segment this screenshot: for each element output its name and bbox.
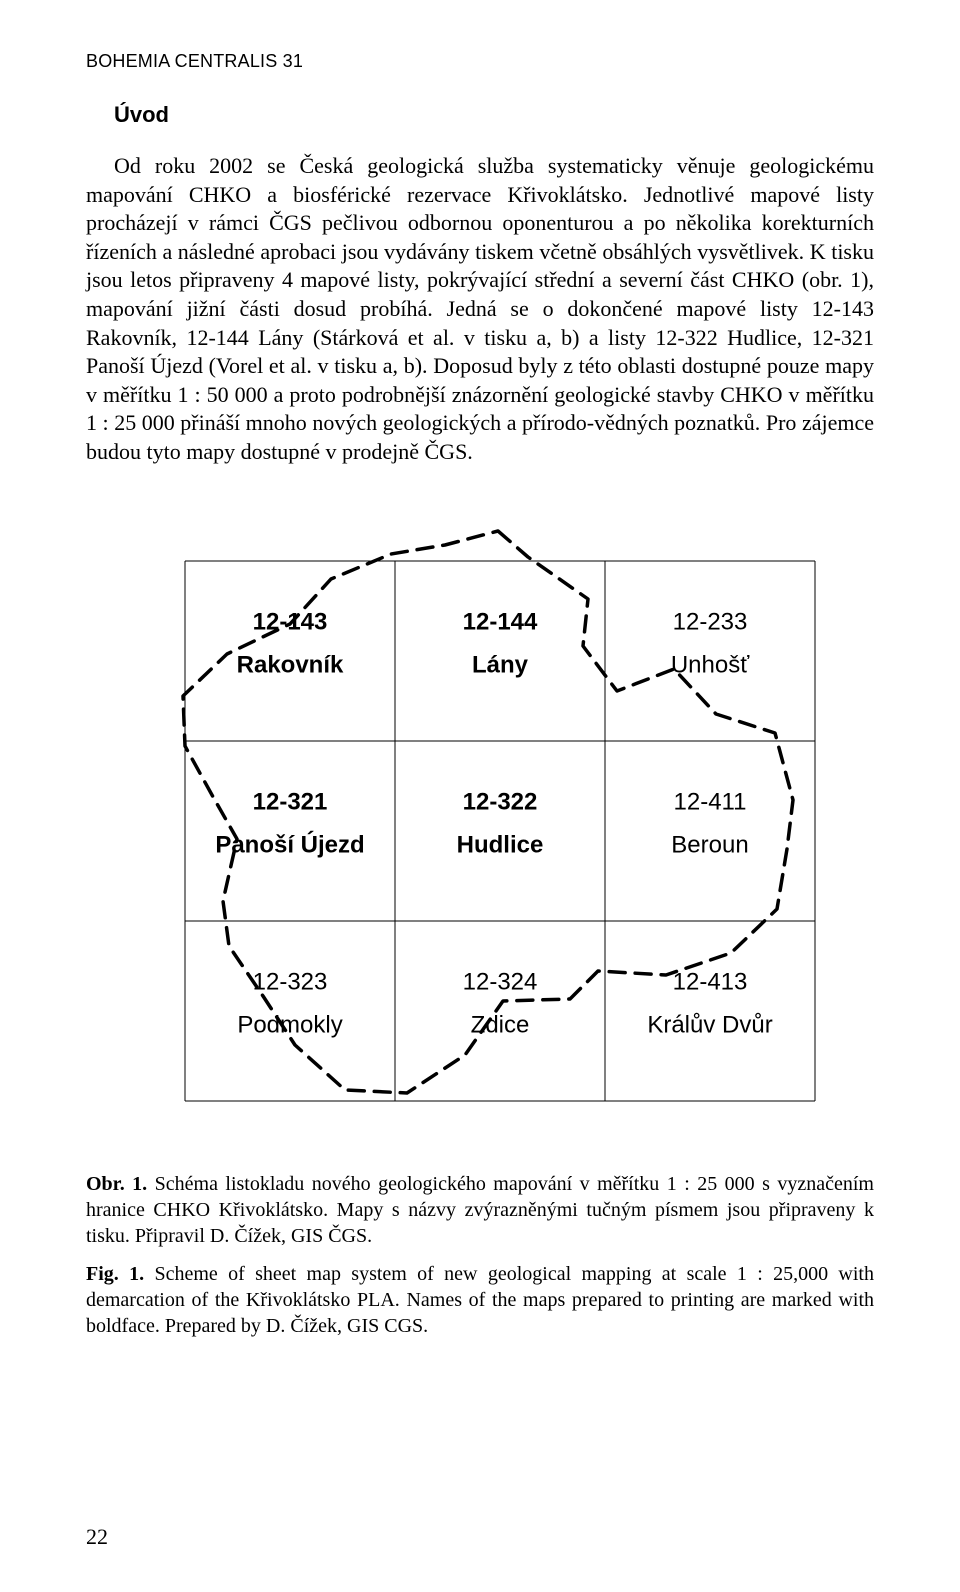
- sheet-name: Unhošť: [671, 651, 750, 678]
- sheet-name: Zdice: [471, 1011, 530, 1038]
- sheet-name: Králův Dvůr: [647, 1011, 772, 1038]
- sheet-code: 12-322: [463, 788, 538, 815]
- caption-czech-lead: Obr. 1.: [86, 1173, 147, 1195]
- sheet-name: Rakovník: [237, 651, 344, 678]
- sheet-name: Hudlice: [457, 831, 544, 858]
- caption-english-text: Scheme of sheet map system of new geolog…: [86, 1263, 874, 1337]
- running-head: BOHEMIA CENTRALIS 31: [86, 50, 874, 73]
- sheet-name: Beroun: [671, 831, 748, 858]
- caption-czech: Obr. 1. Schéma listokladu nového geologi…: [86, 1171, 874, 1249]
- sheet-code: 12-411: [674, 788, 747, 815]
- sheet-code: 12-321: [253, 788, 328, 815]
- sheet-code: 12-413: [673, 968, 748, 995]
- caption-english: Fig. 1. Scheme of sheet map system of ne…: [86, 1261, 874, 1339]
- sheet-code: 12-324: [463, 968, 538, 995]
- page-number: 22: [86, 1523, 108, 1552]
- sheet-name: Lány: [472, 651, 529, 678]
- sheet-code: 12-323: [253, 968, 328, 995]
- caption-english-lead: Fig. 1.: [86, 1263, 144, 1285]
- sheet-code: 12-144: [463, 608, 538, 635]
- caption-czech-text: Schéma listokladu nového geologického ma…: [86, 1173, 874, 1247]
- section-title-uvod: Úvod: [86, 101, 874, 130]
- sheet-name: Podmokly: [237, 1011, 342, 1038]
- figure-1: 12-143Rakovník12-144Lány12-233Unhošť12-3…: [86, 501, 874, 1141]
- intro-paragraph: Od roku 2002 se Česká geologická služba …: [86, 152, 874, 467]
- sheet-code: 12-233: [673, 608, 748, 635]
- sheet-layout-diagram: 12-143Rakovník12-144Lány12-233Unhošť12-3…: [115, 501, 845, 1141]
- sheet-name: Panoší Újezd: [215, 830, 364, 858]
